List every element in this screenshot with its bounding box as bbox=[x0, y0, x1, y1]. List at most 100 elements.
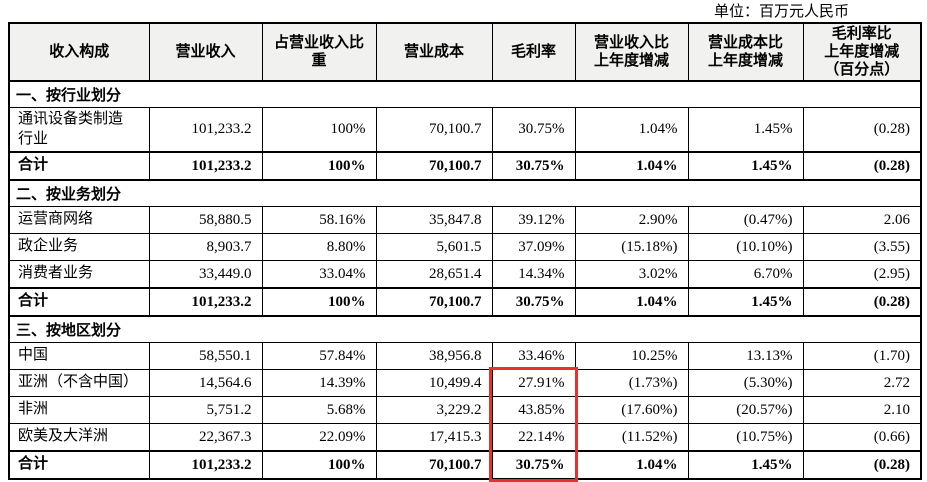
table-row-asia-ex-china: 亚洲（不含中国） 14,564.6 14.39% 10,499.4 27.91%… bbox=[8, 369, 922, 397]
cell-operating-cost: 70,100.7 bbox=[375, 287, 493, 317]
cell-operating-cost: 10,499.4 bbox=[375, 369, 493, 397]
cell-share-of-revenue: 100% bbox=[261, 107, 377, 153]
cell-operating-revenue: 101,233.2 bbox=[148, 107, 263, 153]
cell-cost-yoy: 6.70% bbox=[687, 260, 804, 289]
cell-share-of-revenue: 57.84% bbox=[261, 342, 377, 370]
cell-margin-yoy: 2.10 bbox=[802, 396, 922, 424]
cell-margin-yoy: 2.72 bbox=[802, 369, 922, 397]
cell-gross-margin-highlighted: 27.91% bbox=[491, 369, 576, 397]
unit-label: 单位：百万元人民币 bbox=[713, 4, 849, 20]
cell-share-of-revenue: 33.04% bbox=[261, 260, 377, 289]
row-label: 欧美及大洋洲 bbox=[8, 423, 150, 452]
cell-revenue-yoy: (15.18%) bbox=[574, 233, 689, 261]
row-label: 合计 bbox=[8, 450, 150, 480]
cell-operating-cost: 3,229.2 bbox=[375, 396, 493, 424]
section-title: 三、按地区划分 bbox=[8, 315, 922, 343]
cell-cost-yoy: 1.45% bbox=[687, 107, 804, 153]
cell-operating-revenue: 58,550.1 bbox=[148, 342, 263, 370]
cell-share-of-revenue: 22.09% bbox=[261, 423, 377, 452]
row-label: 非洲 bbox=[8, 396, 150, 424]
cell-operating-cost: 70,100.7 bbox=[375, 107, 493, 153]
table-row-consumer-business: 消费者业务 33,449.0 33.04% 28,651.4 14.34% 3.… bbox=[8, 260, 922, 289]
cell-gross-margin-highlighted: 22.14% bbox=[491, 423, 576, 452]
cell-revenue-yoy: 1.04% bbox=[574, 450, 689, 480]
table-row-africa: 非洲 5,751.2 5.68% 3,229.2 43.85% (17.60%)… bbox=[8, 396, 922, 424]
cell-operating-revenue: 14,564.6 bbox=[148, 369, 263, 397]
table-row-china: 中国 58,550.1 57.84% 38,956.8 33.46% 10.25… bbox=[8, 342, 922, 370]
cell-margin-yoy: (0.28) bbox=[802, 287, 922, 317]
col-header-cost-yoy-change: 营业成本比 上年度增减 bbox=[687, 22, 804, 82]
cell-gross-margin: 33.46% bbox=[491, 342, 576, 370]
col-header-gross-margin: 毛利率 bbox=[491, 22, 576, 82]
cell-operating-cost: 28,651.4 bbox=[375, 260, 493, 289]
cell-cost-yoy: 1.45% bbox=[687, 287, 804, 317]
section-row-by-industry: 一、按行业划分 bbox=[8, 80, 922, 108]
cell-cost-yoy: 1.45% bbox=[687, 450, 804, 480]
cell-operating-cost: 70,100.7 bbox=[375, 450, 493, 480]
table-row-total-industry: 合计 101,233.2 100% 70,100.7 30.75% 1.04% … bbox=[8, 151, 922, 181]
section-row-by-region: 三、按地区划分 bbox=[8, 315, 922, 343]
cell-margin-yoy: (0.28) bbox=[802, 450, 922, 480]
cell-operating-cost: 38,956.8 bbox=[375, 342, 493, 370]
cell-operating-cost: 70,100.7 bbox=[375, 151, 493, 181]
cell-gross-margin-highlighted: 30.75% bbox=[491, 450, 576, 480]
cell-revenue-yoy: 1.04% bbox=[574, 151, 689, 181]
cell-gross-margin: 30.75% bbox=[491, 287, 576, 317]
cell-margin-yoy: (1.70) bbox=[802, 342, 922, 370]
row-label: 合计 bbox=[8, 287, 150, 317]
row-label: 通讯设备类制造 行业 bbox=[8, 107, 150, 153]
cell-margin-yoy: (0.28) bbox=[802, 107, 922, 153]
cell-operating-revenue: 58,880.5 bbox=[148, 206, 263, 234]
cell-margin-yoy: 2.06 bbox=[802, 206, 922, 234]
section-title: 二、按业务划分 bbox=[8, 179, 922, 207]
cell-operating-revenue: 101,233.2 bbox=[148, 151, 263, 181]
col-header-share-of-revenue: 占营业收入比 重 bbox=[261, 22, 377, 82]
cell-share-of-revenue: 8.80% bbox=[261, 233, 377, 261]
row-label: 消费者业务 bbox=[8, 260, 150, 289]
cell-margin-yoy: (2.95) bbox=[802, 260, 922, 289]
row-label: 合计 bbox=[8, 151, 150, 181]
header-row: 收入构成 营业收入 占营业收入比 重 营业成本 毛利率 营业收入比 上年度增减 … bbox=[8, 22, 922, 82]
table-row-government-enterprise: 政企业务 8,903.7 8.80% 5,601.5 37.09% (15.18… bbox=[8, 233, 922, 261]
col-header-margin-yoy-change: 毛利率比 上年度增减 （百分点） bbox=[802, 22, 922, 82]
cell-revenue-yoy: 3.02% bbox=[574, 260, 689, 289]
section-row-by-business: 二、按业务划分 bbox=[8, 179, 922, 207]
cell-gross-margin-highlighted: 43.85% bbox=[491, 396, 576, 424]
cell-share-of-revenue: 100% bbox=[261, 450, 377, 480]
table-row-total-business: 合计 101,233.2 100% 70,100.7 30.75% 1.04% … bbox=[8, 287, 922, 317]
cell-gross-margin: 37.09% bbox=[491, 233, 576, 261]
cell-cost-yoy: (0.47%) bbox=[687, 206, 804, 234]
cell-share-of-revenue: 100% bbox=[261, 151, 377, 181]
revenue-composition-table: 收入构成 营业收入 占营业收入比 重 营业成本 毛利率 营业收入比 上年度增减 … bbox=[8, 22, 922, 480]
cell-revenue-yoy: 1.04% bbox=[574, 107, 689, 153]
cell-margin-yoy: (0.66) bbox=[802, 423, 922, 452]
cell-gross-margin: 30.75% bbox=[491, 151, 576, 181]
cell-gross-margin: 39.12% bbox=[491, 206, 576, 234]
table-row-total-region: 合计 101,233.2 100% 70,100.7 30.75% 1.04% … bbox=[8, 450, 922, 480]
cell-operating-revenue: 8,903.7 bbox=[148, 233, 263, 261]
cell-share-of-revenue: 100% bbox=[261, 287, 377, 317]
table-row-telecom-equipment: 通讯设备类制造 行业 101,233.2 100% 70,100.7 30.75… bbox=[8, 107, 922, 153]
row-label: 亚洲（不含中国） bbox=[8, 369, 150, 397]
cell-revenue-yoy: 1.04% bbox=[574, 287, 689, 317]
section-title: 一、按行业划分 bbox=[8, 80, 922, 108]
cell-gross-margin: 30.75% bbox=[491, 107, 576, 153]
cell-gross-margin: 14.34% bbox=[491, 260, 576, 289]
cell-cost-yoy: 13.13% bbox=[687, 342, 804, 370]
cell-operating-revenue: 101,233.2 bbox=[148, 450, 263, 480]
cell-cost-yoy: (5.30%) bbox=[687, 369, 804, 397]
cell-share-of-revenue: 58.16% bbox=[261, 206, 377, 234]
row-label: 中国 bbox=[8, 342, 150, 370]
cell-revenue-yoy: 10.25% bbox=[574, 342, 689, 370]
cell-share-of-revenue: 5.68% bbox=[261, 396, 377, 424]
row-label: 运营商网络 bbox=[8, 206, 150, 234]
col-header-operating-revenue: 营业收入 bbox=[148, 22, 263, 82]
cell-operating-cost: 35,847.8 bbox=[375, 206, 493, 234]
cell-cost-yoy: (10.10%) bbox=[687, 233, 804, 261]
cell-revenue-yoy: (11.52%) bbox=[574, 423, 689, 452]
cell-cost-yoy: 1.45% bbox=[687, 151, 804, 181]
cell-margin-yoy: (0.28) bbox=[802, 151, 922, 181]
cell-cost-yoy: (10.75%) bbox=[687, 423, 804, 452]
cell-operating-revenue: 33,449.0 bbox=[148, 260, 263, 289]
